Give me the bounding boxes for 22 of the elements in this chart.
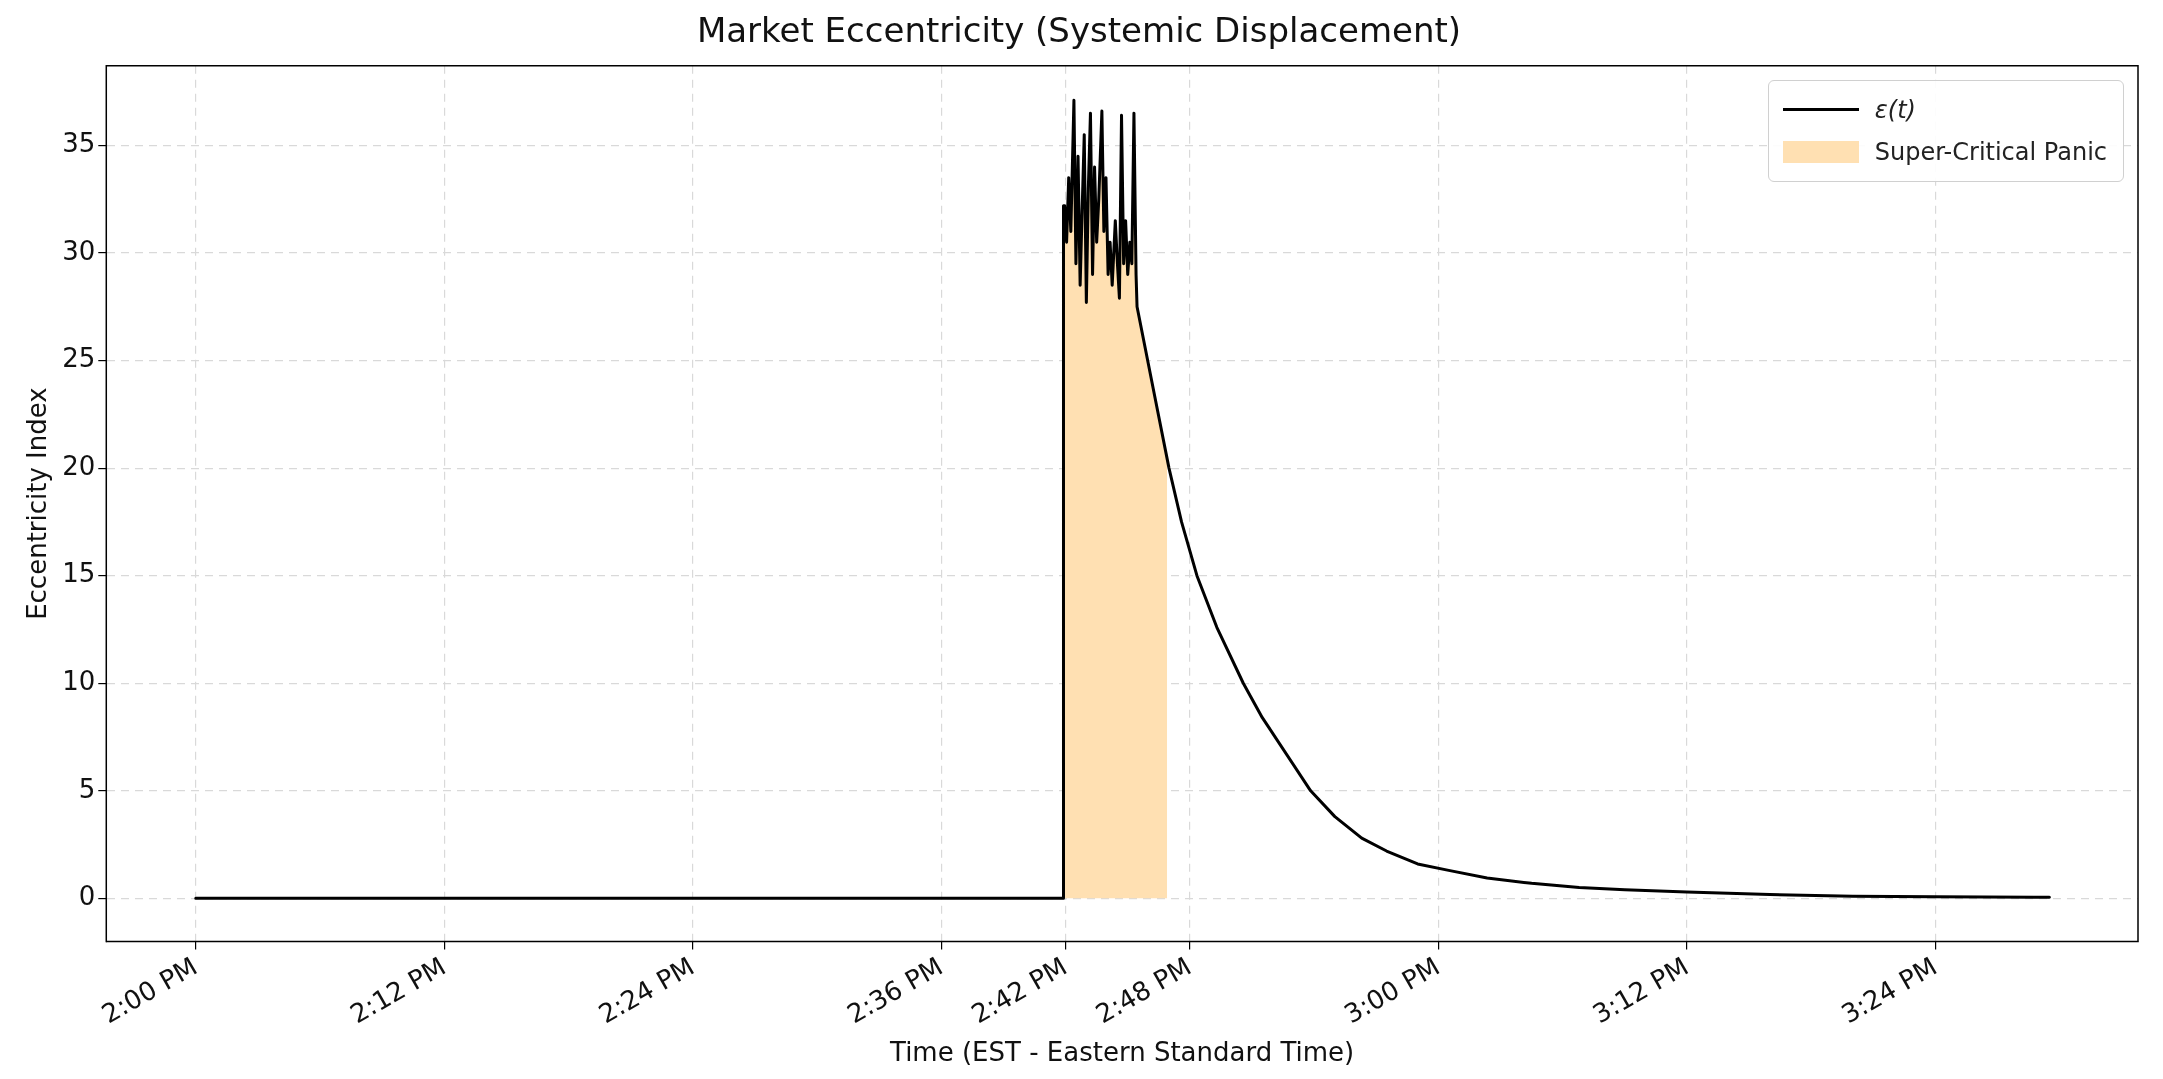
legend-label: ε(t) xyxy=(1874,95,1916,124)
chart-title: Market Eccentricity (Systemic Displacement) xyxy=(696,10,1462,51)
y-tick-label: 15 xyxy=(62,558,96,589)
x-tick-label: 3:24 PM xyxy=(1836,950,1942,1030)
legend-label: Super-Critical Panic xyxy=(1874,137,2107,166)
x-tick-label: 3:12 PM xyxy=(1587,950,1694,1030)
y-axis-title: Eccentricity Index xyxy=(22,387,53,620)
x-tick-label: 3:00 PM xyxy=(1339,950,1445,1030)
x-tick-label: 2:42 PM xyxy=(966,950,1072,1030)
x-tick-label: 2:48 PM xyxy=(1090,950,1197,1030)
x-tick-label: 2:24 PM xyxy=(593,950,700,1030)
x-axis-title: Time (EST - Eastern Standard Time) xyxy=(889,1037,1355,1068)
y-tick-label: 5 xyxy=(78,773,96,804)
y-tick-label: 10 xyxy=(62,665,96,696)
y-tick-label: 20 xyxy=(62,450,96,481)
x-tick-label: 2:36 PM xyxy=(842,950,948,1030)
x-tick-label: 2:12 PM xyxy=(344,950,451,1030)
y-tick-label: 25 xyxy=(62,343,96,374)
x-tick-label: 2:00 PM xyxy=(96,950,203,1030)
y-tick-label: 0 xyxy=(78,881,96,912)
y-tick-label: 30 xyxy=(62,235,96,266)
y-tick-label: 35 xyxy=(62,128,96,159)
